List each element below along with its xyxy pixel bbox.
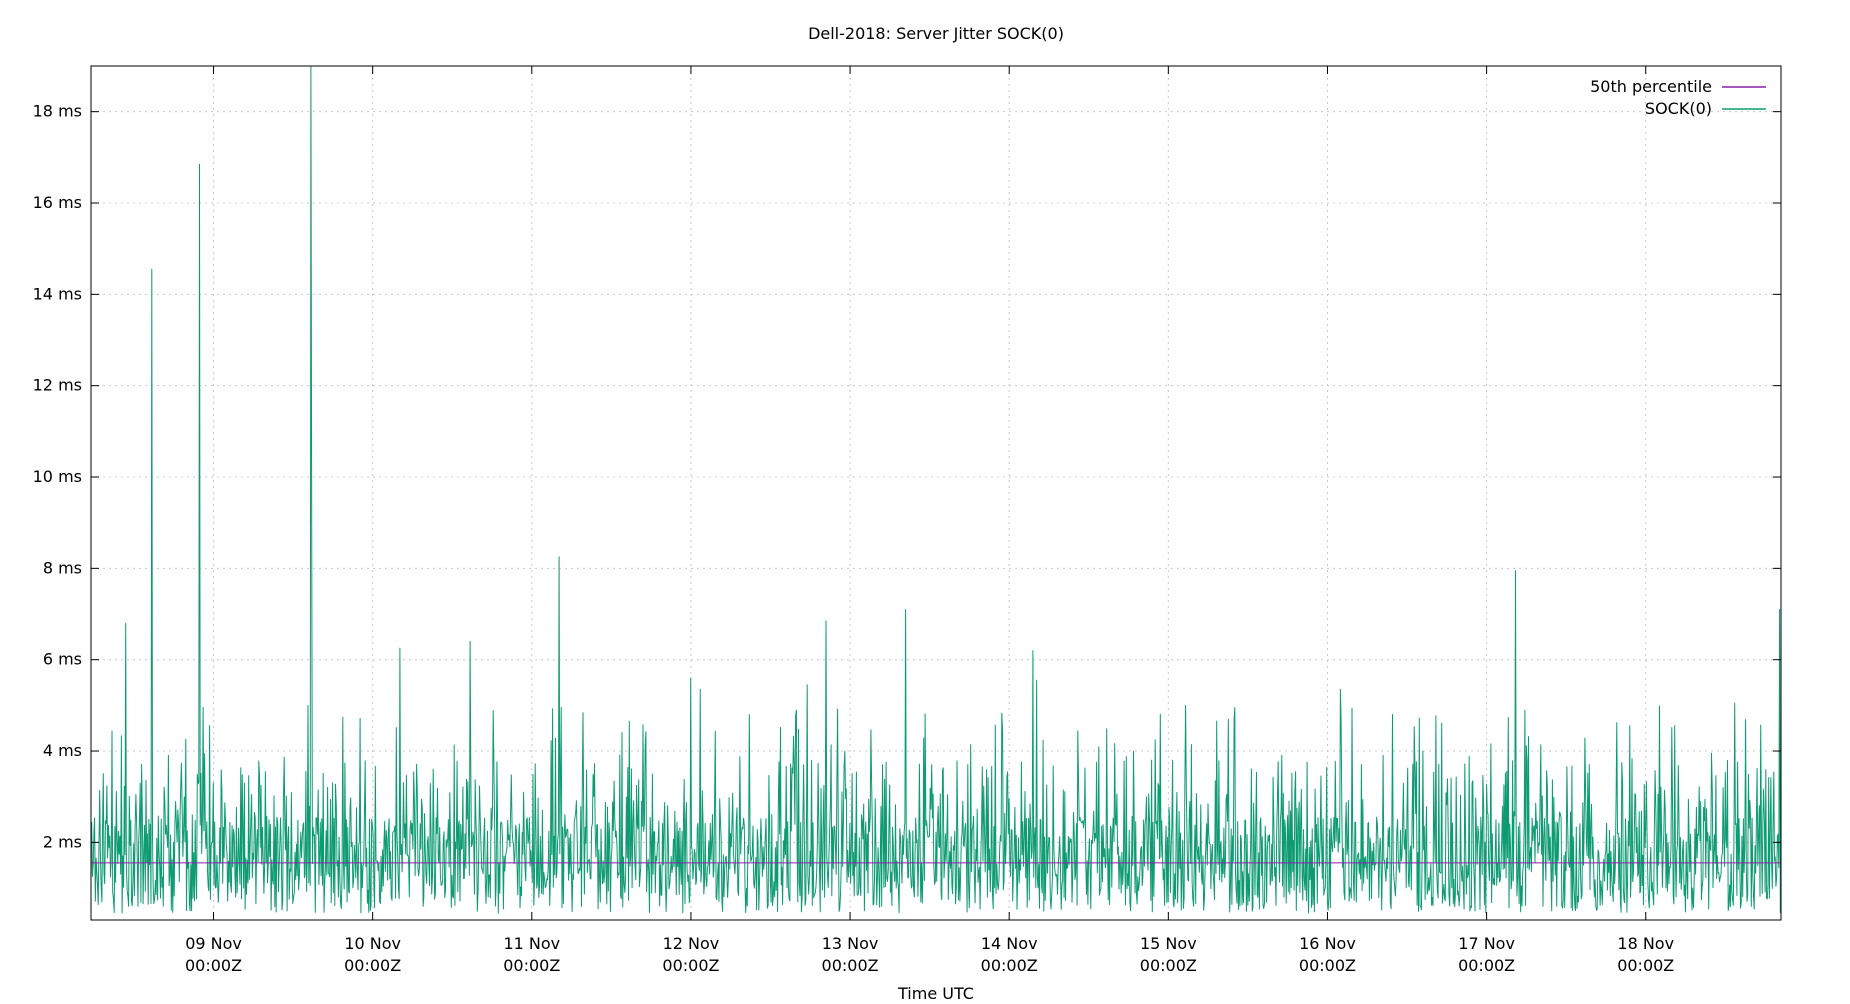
axis-ticks: 2 ms 4 ms 6 ms 8 ms 10 ms 12 ms 14 ms 16 ms 18 m… — [33, 66, 1781, 975]
x-tick-label-date: 15 Nov — [1140, 934, 1197, 953]
x-tick-label-date: 17 Nov — [1458, 934, 1515, 953]
plot-area-frame — [90, 65, 1782, 921]
x-tick-label-time: 00:00Z — [503, 956, 560, 975]
x-tick-label-date: 09 Nov — [185, 934, 242, 953]
x-tick-label-date: 14 Nov — [981, 934, 1038, 953]
x-tick-label-time: 00:00Z — [981, 956, 1038, 975]
y-tick-label: 10 ms — [33, 467, 82, 486]
y-tick-label: 8 ms — [43, 558, 82, 577]
x-tick-label-date: 16 Nov — [1299, 934, 1356, 953]
y-tick-label: 2 ms — [43, 832, 82, 851]
series-layer — [90, 65, 1782, 914]
x-tick-label-date: 13 Nov — [822, 934, 879, 953]
y-tick-label: 4 ms — [43, 741, 82, 760]
y-tick-label: 14 ms — [33, 284, 82, 303]
x-tick-label-time: 00:00Z — [1299, 956, 1356, 975]
x-tick-label-time: 00:00Z — [185, 956, 242, 975]
x-tick-label-date: 18 Nov — [1617, 934, 1674, 953]
y-tick-label: 12 ms — [33, 376, 82, 395]
x-tick-label-time: 00:00Z — [1617, 956, 1674, 975]
y-tick-label: 18 ms — [33, 102, 82, 121]
x-tick-label-time: 00:00Z — [662, 956, 719, 975]
legend-label: 50th percentile — [1590, 77, 1712, 96]
x-axis-title: Time UTC — [897, 984, 974, 1000]
chart-title: Dell-2018: Server Jitter SOCK(0) — [808, 24, 1064, 43]
grid — [91, 66, 1781, 920]
legend-label: SOCK(0) — [1645, 99, 1712, 118]
x-tick-label-date: 12 Nov — [663, 934, 720, 953]
x-tick-label-date: 10 Nov — [344, 934, 401, 953]
x-tick-label-time: 00:00Z — [1140, 956, 1197, 975]
x-tick-label-time: 00:00Z — [1458, 956, 1515, 975]
x-tick-label-time: 00:00Z — [822, 956, 879, 975]
legend: 50th percentile SOCK(0) — [1590, 77, 1766, 118]
y-tick-label: 6 ms — [43, 650, 82, 669]
y-tick-label: 16 ms — [33, 193, 82, 212]
x-tick-label-date: 11 Nov — [503, 934, 560, 953]
x-tick-label-time: 00:00Z — [344, 956, 401, 975]
